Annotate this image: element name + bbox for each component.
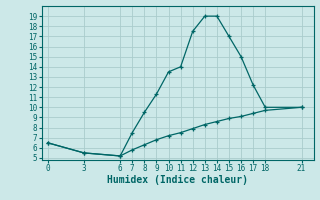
X-axis label: Humidex (Indice chaleur): Humidex (Indice chaleur) [107,175,248,185]
